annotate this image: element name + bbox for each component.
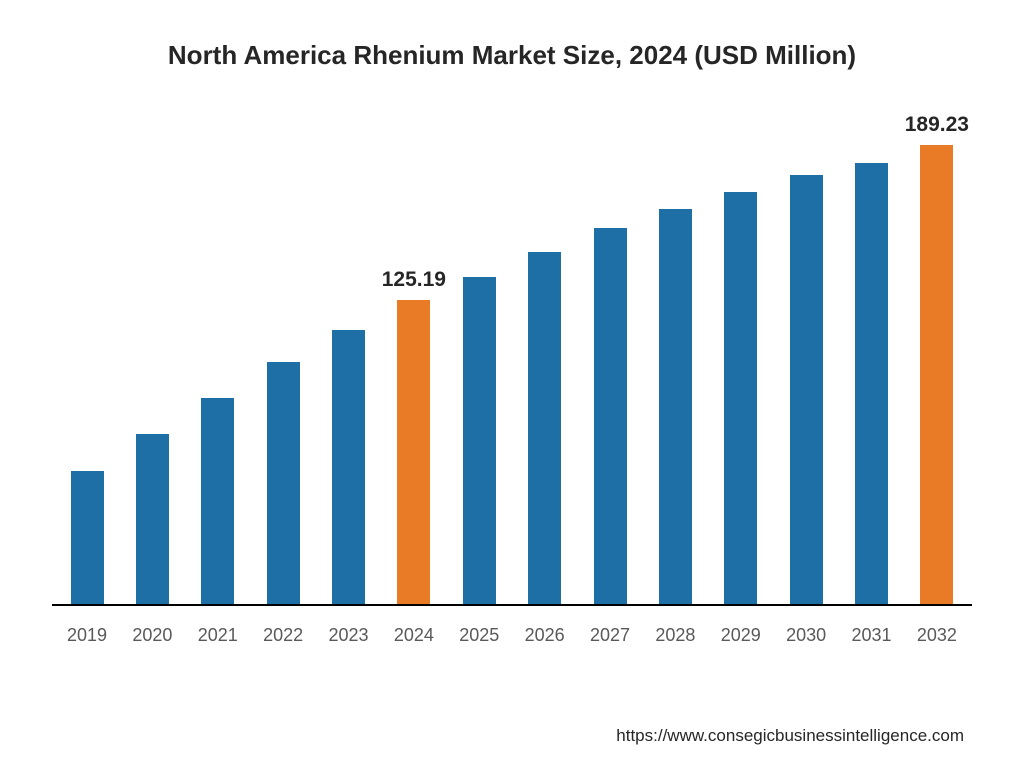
x-axis-label: 2020 (122, 625, 182, 646)
bar-wrap (842, 163, 902, 604)
x-axis-label: 2028 (645, 625, 705, 646)
x-axis-label: 2026 (515, 625, 575, 646)
bars-group: 125.19 189.23 (52, 121, 972, 606)
bar-wrap (515, 252, 575, 604)
bar (332, 330, 365, 604)
bar (659, 209, 692, 604)
x-axis-label: 2027 (580, 625, 640, 646)
bar (594, 228, 627, 604)
x-axis-labels: 20192020 20212022 202320242025 202620272028… (52, 625, 972, 646)
bar-wrap (253, 362, 313, 605)
bar (397, 300, 430, 604)
bar (920, 145, 953, 604)
bar-wrap (711, 192, 771, 604)
chart-title: North America Rhenium Market Size, 2024 … (50, 40, 974, 71)
x-axis-label: 2024 (384, 625, 444, 646)
bar-wrap (319, 330, 379, 604)
bar-wrap (449, 277, 509, 604)
x-axis-label: 2032 (907, 625, 967, 646)
x-axis-label: 2019 (57, 625, 117, 646)
bar-wrap (188, 398, 248, 604)
bar-value-label: 125.19 (382, 268, 446, 292)
bar (790, 175, 823, 604)
bar-wrap: 189.23 (907, 145, 967, 604)
chart-area: 125.19189.23 201920202021202220232024202… (52, 121, 972, 646)
bar (201, 398, 234, 604)
bar-value-label: 189.23 (905, 113, 969, 137)
bar (267, 362, 300, 605)
bar-wrap (122, 434, 182, 604)
x-axis-label: 2025 (449, 625, 509, 646)
x-axis-label: 2029 (711, 625, 771, 646)
source-link: https://www.consegicbusinessintelligence… (616, 726, 964, 746)
bar-wrap (645, 209, 705, 604)
bar-wrap (580, 228, 640, 604)
bar (463, 277, 496, 604)
chart-container: North America Rhenium Market Size, 2024 … (0, 0, 1024, 768)
bar (855, 163, 888, 604)
bar (528, 252, 561, 604)
bar (71, 471, 104, 604)
bar (136, 434, 169, 604)
bar (724, 192, 757, 604)
bar-wrap (776, 175, 836, 604)
x-axis-label: 2021 (188, 625, 248, 646)
x-axis-label: 2022 (253, 625, 313, 646)
x-axis-label: 2031 (842, 625, 902, 646)
x-axis-label: 2030 (776, 625, 836, 646)
bar-wrap: 125.19 (384, 300, 444, 604)
x-axis-label: 2023 (319, 625, 379, 646)
bar-wrap (57, 471, 117, 604)
